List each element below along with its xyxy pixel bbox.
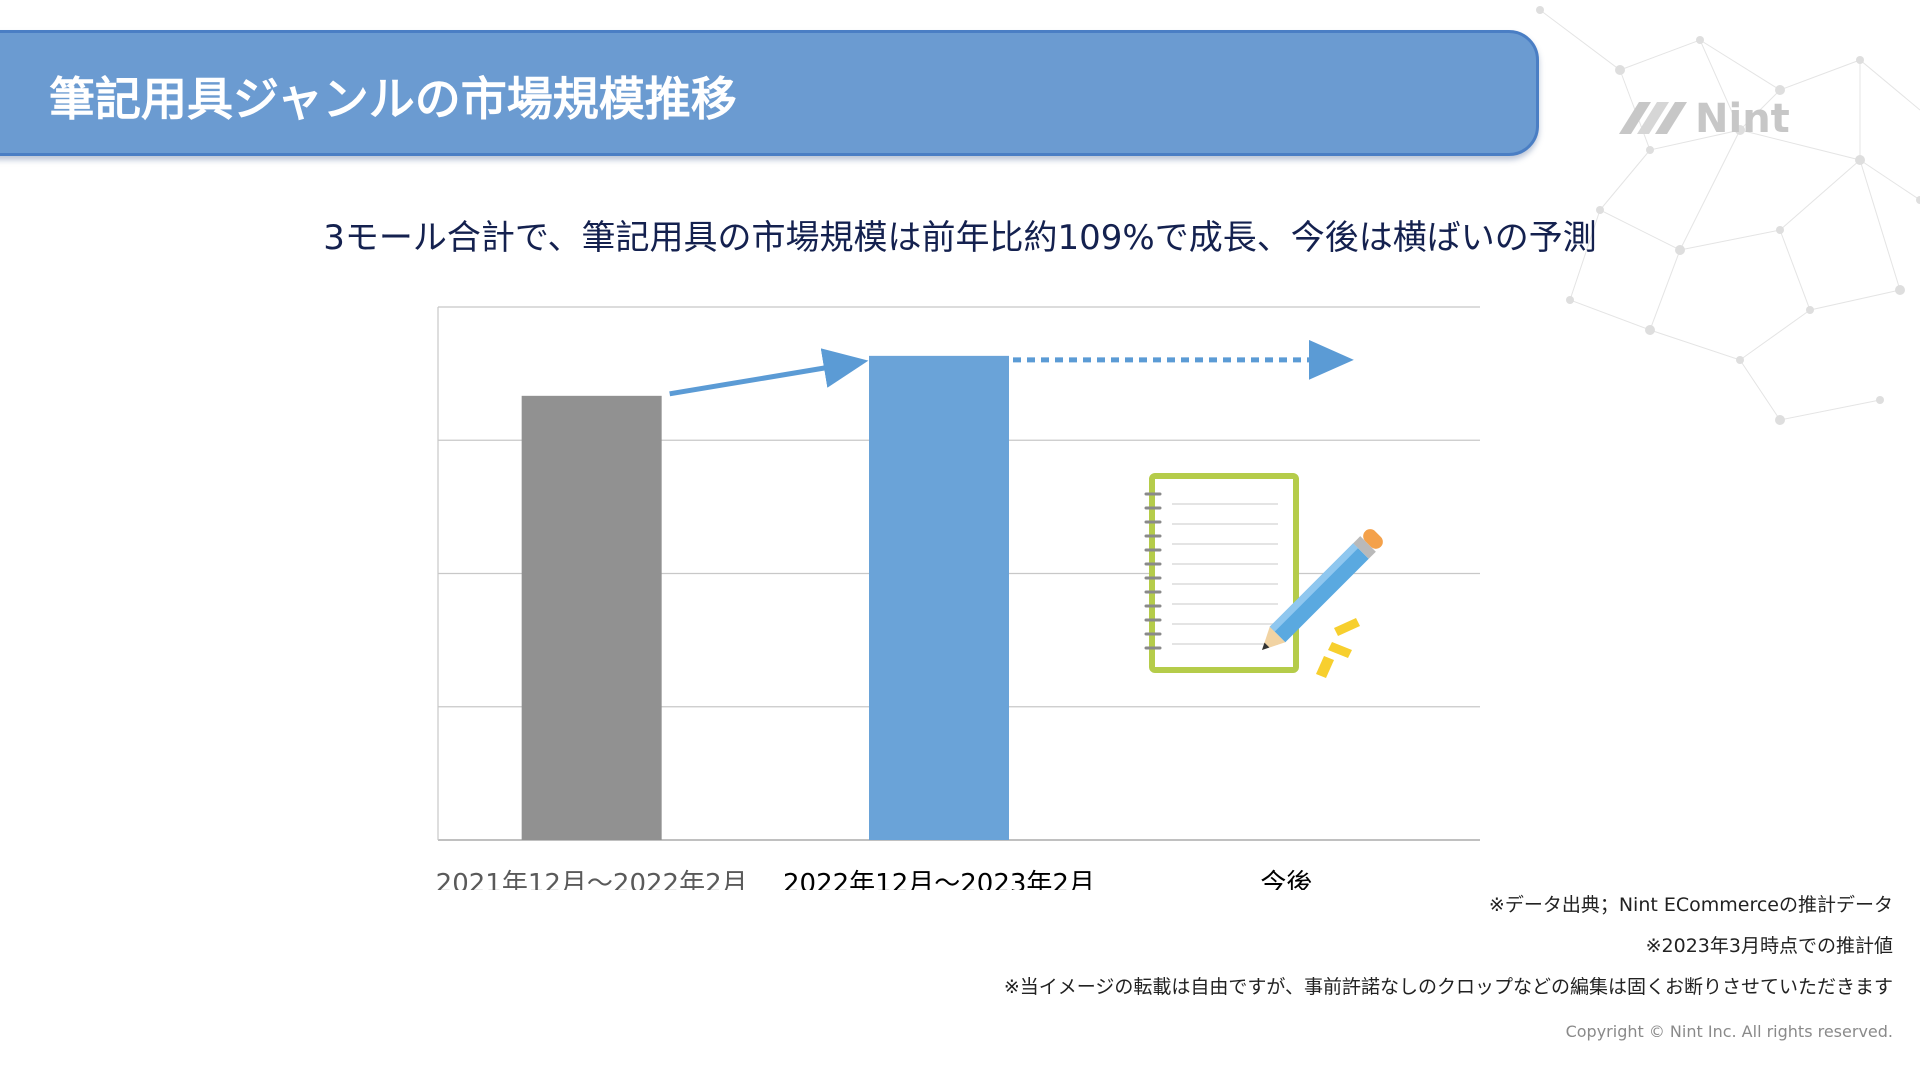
- footnote-estimate-date: ※2023年3月時点での推計値: [1645, 935, 1893, 957]
- growth-arrow: [669, 348, 869, 397]
- network-background-decoration: [1536, 6, 1920, 425]
- x-tick-label-1: 2021年12月〜2022年2月: [436, 869, 748, 890]
- market-size-chart: 2021年12月〜2022年2月 2022年12月〜2023年2月 今後: [436, 306, 1480, 890]
- title-banner: 筆記用具ジャンルの市場規模推移: [0, 30, 1539, 156]
- bar-1: [521, 395, 662, 840]
- x-tick-label-2: 2022年12月〜2023年2月: [783, 869, 1095, 890]
- chart-subtitle: 3モール合計で、筆記用具の市場規模は前年比約109%で成長、今後は横ばいの予測: [323, 218, 1597, 258]
- footnote-usage-policy: ※当イメージの転載は自由ですが、事前許諾なしのクロップなどの編集は固くお断りさせ…: [1003, 976, 1893, 998]
- nint-logo: Nint: [1617, 94, 1790, 142]
- x-tick-label-3: 今後: [1260, 869, 1312, 890]
- footnotes: ※データ出典；Nint ECommerceの推計データ ※2023年3月時点での…: [1004, 885, 1893, 1008]
- page-title: 筆記用具ジャンルの市場規模推移: [49, 72, 737, 126]
- footnote-source: ※データ出典；Nint ECommerceの推計データ: [1488, 894, 1893, 916]
- bar-2: [869, 355, 1009, 840]
- copyright: Copyright © Nint Inc. All rights reserve…: [1565, 1022, 1893, 1041]
- nint-logo-icon: [1619, 102, 1687, 134]
- notebook-pencil-icon: [1144, 473, 1383, 678]
- logo-text: Nint: [1695, 96, 1790, 142]
